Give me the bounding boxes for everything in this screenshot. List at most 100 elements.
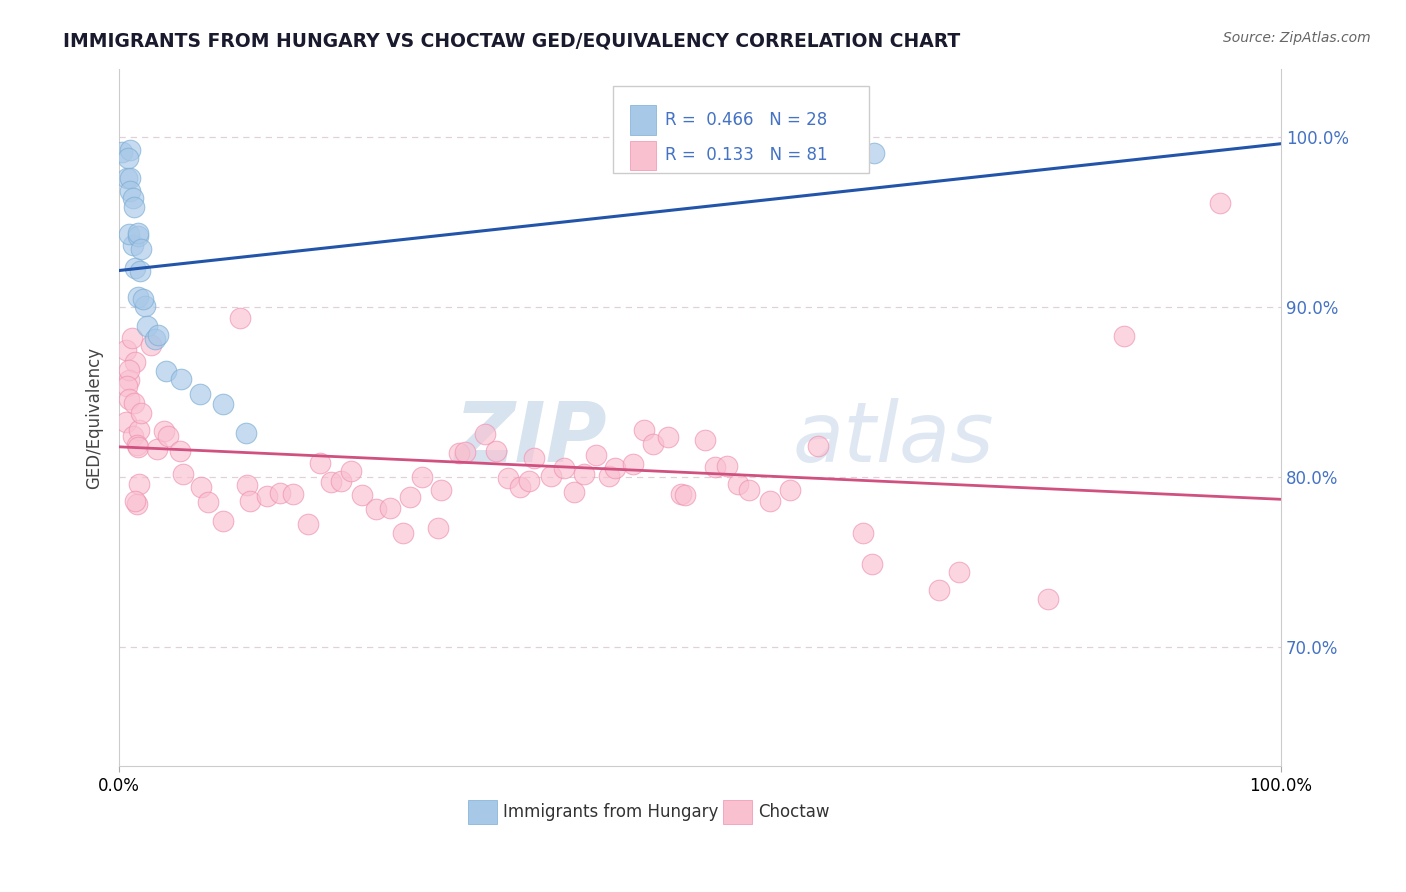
Point xyxy=(928,582,950,597)
Point xyxy=(128,440,150,454)
Point xyxy=(411,470,433,484)
Point xyxy=(339,464,361,478)
Point xyxy=(127,226,149,240)
Point xyxy=(125,497,148,511)
Point xyxy=(188,386,211,401)
Text: R =  0.133   N = 81: R = 0.133 N = 81 xyxy=(665,146,828,164)
Point xyxy=(429,483,451,497)
Point xyxy=(121,331,143,345)
Point xyxy=(454,444,477,458)
Point xyxy=(657,430,679,444)
Point xyxy=(509,480,531,494)
Point xyxy=(308,456,330,470)
Text: R =  0.466   N = 28: R = 0.466 N = 28 xyxy=(665,111,828,129)
Point xyxy=(153,424,176,438)
Point xyxy=(235,425,257,440)
Point xyxy=(281,487,304,501)
Y-axis label: GED/Equivalency: GED/Equivalency xyxy=(86,346,103,489)
Point xyxy=(190,481,212,495)
Point xyxy=(125,438,148,452)
Point xyxy=(128,423,150,437)
Point xyxy=(540,469,562,483)
Point xyxy=(297,516,319,531)
Point xyxy=(111,145,134,159)
Point xyxy=(239,494,262,508)
Point xyxy=(115,343,138,357)
Point xyxy=(485,444,508,458)
Point xyxy=(863,145,886,160)
Point xyxy=(170,372,193,386)
Point xyxy=(1209,195,1232,210)
Text: atlas: atlas xyxy=(793,398,994,479)
Point xyxy=(860,558,883,572)
Point xyxy=(155,364,177,378)
Point xyxy=(118,143,141,157)
Point xyxy=(1036,591,1059,606)
Point xyxy=(124,260,146,275)
Point xyxy=(131,406,153,420)
Point xyxy=(704,459,727,474)
Point xyxy=(562,484,585,499)
Point xyxy=(127,228,149,243)
Point xyxy=(269,485,291,500)
Point xyxy=(605,461,627,475)
Point xyxy=(779,483,801,497)
Point xyxy=(148,327,170,342)
Point xyxy=(621,457,644,471)
Point xyxy=(146,442,169,456)
Text: ZIP: ZIP xyxy=(454,398,607,479)
Point xyxy=(120,171,142,186)
Point xyxy=(134,299,156,313)
Point xyxy=(643,437,665,451)
Point xyxy=(447,446,470,460)
Point xyxy=(399,490,422,504)
Point xyxy=(350,488,373,502)
Point xyxy=(553,460,575,475)
Point xyxy=(118,227,141,241)
Point xyxy=(633,423,655,437)
Point xyxy=(673,488,696,502)
Point xyxy=(378,501,401,516)
Point xyxy=(169,444,191,458)
Point xyxy=(128,477,150,491)
Point xyxy=(329,475,352,489)
Point xyxy=(127,289,149,303)
Point xyxy=(115,415,138,429)
Point xyxy=(139,338,162,352)
Point xyxy=(427,521,450,535)
Point xyxy=(132,293,155,307)
Point xyxy=(172,467,194,481)
Point xyxy=(236,477,259,491)
Point xyxy=(145,332,167,346)
Point xyxy=(118,392,141,406)
Point xyxy=(122,200,145,214)
Point xyxy=(803,139,825,153)
Point xyxy=(117,379,139,393)
Point xyxy=(716,459,738,474)
Bar xyxy=(468,800,496,824)
Point xyxy=(948,565,970,579)
Point xyxy=(572,467,595,481)
Point xyxy=(121,429,143,443)
Point xyxy=(669,487,692,501)
Point xyxy=(197,495,219,509)
Point xyxy=(122,396,145,410)
Point xyxy=(498,470,520,484)
Point xyxy=(118,184,141,198)
Bar xyxy=(630,105,657,135)
Point xyxy=(517,474,540,488)
Point xyxy=(121,191,143,205)
Point xyxy=(212,514,235,528)
Point xyxy=(124,493,146,508)
Point xyxy=(366,501,388,516)
Point xyxy=(157,429,180,443)
Point xyxy=(129,242,152,256)
Point xyxy=(124,355,146,369)
Point xyxy=(118,363,141,377)
Bar xyxy=(630,141,657,170)
Point xyxy=(852,526,875,541)
Point xyxy=(256,489,278,503)
Point xyxy=(117,151,139,165)
Point xyxy=(136,319,159,334)
Point xyxy=(118,373,141,387)
